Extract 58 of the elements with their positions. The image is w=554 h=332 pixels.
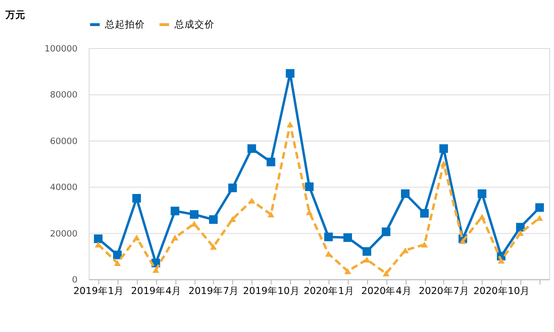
y-tick-label: 60000 [50,136,78,147]
point [459,238,466,244]
x-tick-label: 2019年4月 [130,285,182,298]
x-tick-label: 2019年7月 [188,285,240,298]
point [344,268,352,274]
x-tick-label: 2020年1月 [304,285,354,298]
point [210,244,217,250]
y-tick-label: 20000 [50,229,78,240]
point [306,209,313,216]
point [536,214,543,221]
point [400,189,410,198]
point [439,144,448,153]
point [190,210,198,219]
point [228,184,237,192]
point [170,206,180,216]
point [516,230,524,236]
point [172,234,178,241]
y-tick-label: 100000 [44,44,78,54]
y-axis-title: 万元 [4,9,26,22]
x-tick-label: 2019年1月 [73,285,124,298]
point [478,189,486,198]
point [382,270,390,276]
point [248,198,256,204]
point [133,234,140,241]
point [94,234,103,244]
point [535,203,544,212]
point [152,267,160,273]
x-tick-label: 2020年4月 [361,285,412,298]
point [478,214,486,220]
point [362,247,372,256]
point [268,212,274,218]
point [266,158,276,166]
point [209,215,218,224]
x-tick-label: 2019年10月 [243,285,300,298]
x-tick-label: 2020年10月 [473,285,530,298]
point [382,228,390,236]
point [420,209,429,218]
y-tick-label: 80000 [50,90,78,101]
x-tick-label: 2020年7月 [418,285,470,298]
point [421,242,428,248]
point [324,232,333,242]
point [402,247,409,254]
legend-label: 总起拍价 [104,18,146,31]
y-tick-label: 40000 [50,183,78,194]
point [305,182,314,192]
point [114,260,121,266]
y-tick-label: 0 [72,276,78,286]
point [247,144,256,153]
point [440,160,448,167]
legend-label: 总成交价 [173,18,214,31]
point [113,250,122,260]
point [286,121,294,128]
point [286,69,294,78]
point [229,216,236,222]
point [132,194,141,203]
point [498,258,505,264]
point [516,222,525,232]
point [343,233,352,242]
